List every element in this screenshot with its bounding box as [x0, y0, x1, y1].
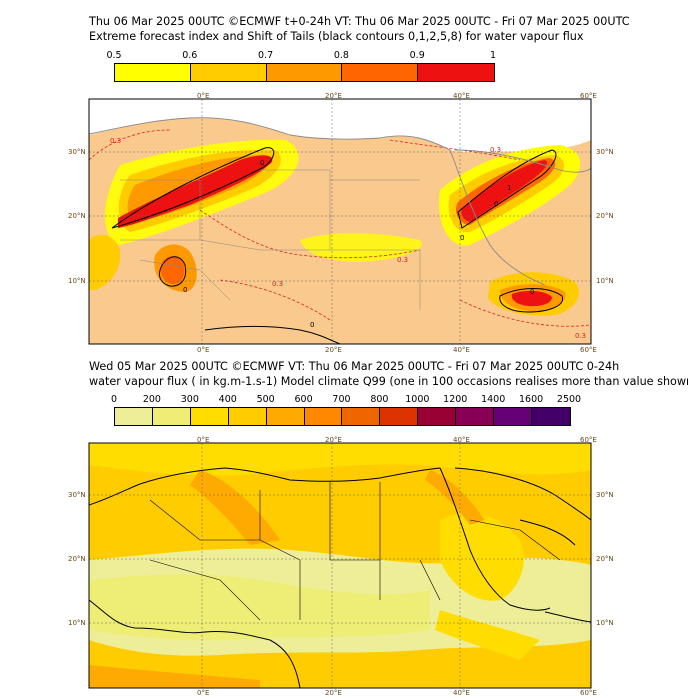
contour-label: 0	[183, 286, 187, 294]
bottom-lon-label-0: 0°E	[197, 436, 210, 444]
top-lat-label-10-right: 10°N	[596, 277, 614, 285]
contour-label: 0	[260, 159, 264, 167]
bottom-lon-label-20: 20°E	[325, 436, 342, 444]
colorbar-segment	[531, 408, 570, 425]
top-lon-label-0: 0°E	[197, 92, 210, 100]
top-colorbar	[114, 63, 495, 82]
bottom-lat-label-20-right: 20°N	[596, 555, 614, 563]
colorbar-segment	[228, 408, 267, 425]
colorbar-segment	[494, 408, 532, 425]
top-lon-label-60-bottom: 60°E	[580, 346, 597, 354]
colorbar-tick-label: 0.6	[182, 50, 198, 61]
colorbar-segment	[342, 64, 419, 81]
colorbar-segment	[115, 64, 191, 81]
top-lon-label-40: 40°E	[453, 92, 470, 100]
colorbar-tick-label: 1200	[443, 394, 468, 405]
colorbar-tick-label: 1000	[405, 394, 430, 405]
contour-label: 0	[530, 288, 534, 296]
colorbar-segment	[152, 408, 191, 425]
colorbar-tick-label: 500	[256, 394, 275, 405]
contour-label: 0.3	[490, 146, 501, 154]
colorbar-tick-label: 0.7	[258, 50, 274, 61]
top-lat-label-20: 20°N	[68, 212, 86, 220]
colorbar-segment	[304, 408, 343, 425]
colorbar-tick-label: 2500	[556, 394, 582, 405]
colorbar-segment	[342, 408, 381, 425]
top-lon-label-20-bottom: 20°E	[325, 346, 342, 354]
bottom-lon-label-20-bottom: 20°E	[325, 689, 342, 697]
top-lat-label-20-right: 20°N	[596, 212, 614, 220]
colorbar-segment	[266, 408, 305, 425]
contour-label: 0	[310, 321, 314, 329]
colorbar-tick-label: 0.9	[409, 50, 425, 61]
contour-label: 0.3	[397, 256, 408, 264]
contour-label: 0	[460, 234, 464, 242]
colorbar-tick-label: 400	[218, 394, 237, 405]
top-lon-label-40-bottom: 40°E	[453, 346, 470, 354]
contour-label: 0.3	[110, 137, 121, 145]
top-sea	[89, 99, 591, 135]
bottom-map-field	[89, 443, 591, 688]
top-map-field	[89, 99, 591, 344]
colorbar-segment	[190, 64, 267, 81]
top-title-line1: Thu 06 Mar 2025 00UTC ©ECMWF t+0-24h VT:…	[89, 15, 630, 28]
colorbar-segment	[380, 408, 419, 425]
colorbar-segment	[115, 408, 153, 425]
contour-label: 0.3	[272, 280, 283, 288]
colorbar-tick-label: 1600	[518, 394, 544, 405]
colorbar-tick-label: 200	[142, 394, 161, 405]
bottom-lat-label-30-right: 30°N	[596, 491, 614, 499]
colorbar-tick-label: 0.5	[106, 50, 122, 61]
top-map-frame	[88, 98, 592, 345]
bottom-lon-label-0-bottom: 0°E	[197, 689, 210, 697]
top-lon-label-0-bottom: 0°E	[197, 346, 210, 354]
colorbar-tick-label: 600	[294, 394, 313, 405]
colorbar-tick-label: 700	[332, 394, 351, 405]
top-lat-label-10: 10°N	[68, 277, 86, 285]
bottom-title-line1: Wed 05 Mar 2025 00UTC ©ECMWF VT: Thu 06 …	[89, 360, 620, 373]
colorbar-segment	[418, 408, 457, 425]
bottom-lon-label-40: 40°E	[453, 436, 470, 444]
bottom-lat-label-30: 30°N	[68, 491, 86, 499]
colorbar-tick-label: 300	[180, 394, 199, 405]
contour-label: 0	[494, 200, 498, 208]
contour-label: 0.3	[575, 332, 586, 340]
colorbar-tick-label: 800	[370, 394, 389, 405]
bottom-lon-label-60: 60°E	[580, 436, 597, 444]
bottom-lat-label-10-right: 10°N	[596, 619, 614, 627]
colorbar-segment	[190, 408, 229, 425]
colorbar-segment	[456, 408, 495, 425]
bottom-lat-label-10: 10°N	[68, 619, 86, 627]
colorbar-tick-label: 0	[110, 394, 118, 405]
bottom-title-line2: water vapour flux ( in kg.m-1.s-1) Model…	[89, 375, 688, 388]
top-lon-label-20: 20°E	[325, 92, 342, 100]
top-lat-label-30-right: 30°N	[596, 148, 614, 156]
bottom-colorbar	[114, 407, 571, 426]
colorbar-tick-label: 0.8	[333, 50, 349, 61]
bottom-lon-label-40-bottom: 40°E	[453, 689, 470, 697]
colorbar-tick-label: 1	[489, 50, 497, 61]
top-title-line2: Extreme forecast index and Shift of Tail…	[89, 30, 584, 43]
top-lon-label-60: 60°E	[580, 92, 597, 100]
bottom-lon-label-60-bottom: 60°E	[580, 689, 597, 697]
contour-label: 1	[507, 184, 511, 192]
colorbar-segment	[266, 64, 343, 81]
top-contour-labels: 0 0 1 0 0 0 0 0.3 0.3 0.3 0.3 0.3	[110, 137, 586, 340]
colorbar-segment	[418, 64, 494, 81]
bottom-lat-label-20: 20°N	[68, 555, 86, 563]
top-lat-label-30: 30°N	[68, 148, 86, 156]
bottom-map-frame	[88, 442, 592, 689]
colorbar-tick-label: 1400	[481, 394, 506, 405]
